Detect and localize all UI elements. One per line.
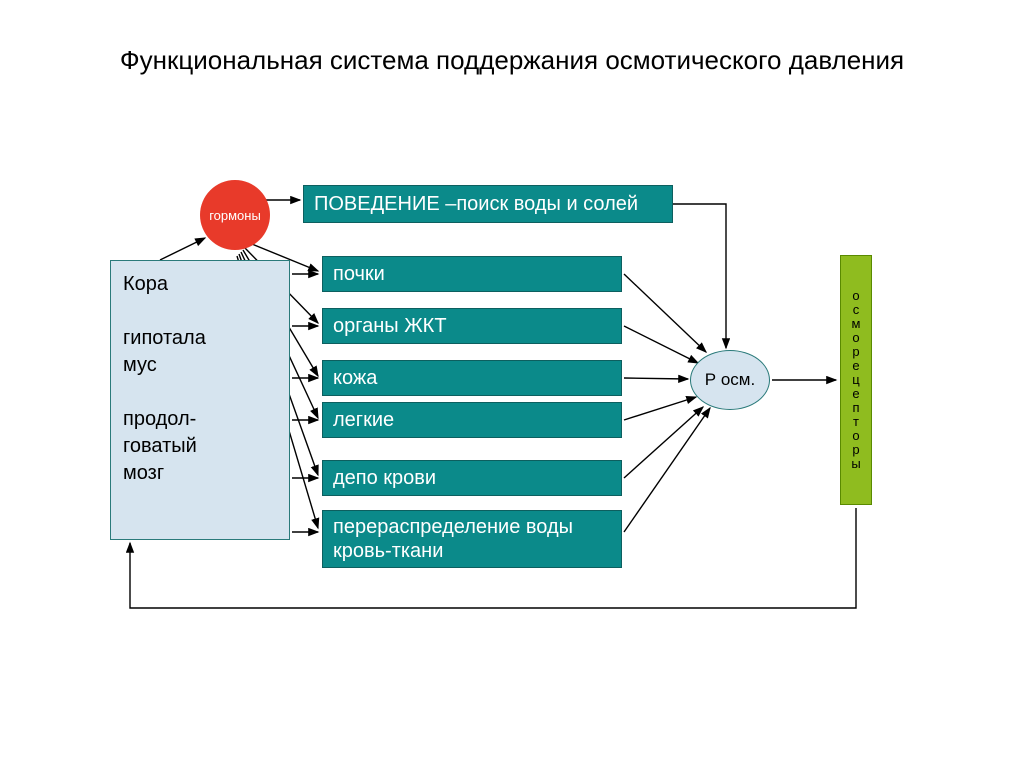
osmoreceptor-letter: с	[853, 303, 860, 317]
behavior-box: ПОВЕДЕНИЕ –поиск воды и солей	[303, 185, 673, 223]
redistribution-box: перераспределение воды кровь-ткани	[322, 510, 622, 568]
lungs-box: легкие	[322, 402, 622, 438]
osmoreceptor-letter: р	[852, 345, 859, 359]
kidneys-box: почки	[322, 256, 622, 292]
osmoreceptor-letter: т	[853, 415, 859, 429]
osmoreceptor-letter: е	[852, 359, 859, 373]
behavior-label: ПОВЕДЕНИЕ –поиск воды и солей	[314, 193, 638, 216]
hormones-circle: гормоны	[200, 180, 270, 250]
osmoreceptor-letter: м	[852, 317, 861, 331]
osmoreceptor-letter: п	[852, 401, 859, 415]
redistribution-label: перераспределение воды кровь-ткани	[333, 515, 611, 563]
osmoreceptor-letter: р	[852, 443, 859, 457]
osmoreceptor-letter: о	[852, 289, 859, 303]
osmoreceptor-letter: е	[852, 387, 859, 401]
depot-box: депо крови	[322, 460, 622, 496]
depot-label: депо крови	[333, 467, 436, 490]
git-label: органы ЖКТ	[333, 315, 447, 338]
osmoreceptor-letter: о	[852, 331, 859, 345]
diagram-title: Функциональная система поддержания осмот…	[0, 45, 1024, 76]
git-box: органы ЖКТ	[322, 308, 622, 344]
osmoreceptors-box: осморецепторы	[840, 255, 872, 505]
skin-box: кожа	[322, 360, 622, 396]
brain-box: Корагипоталамуспродол-говатыймозг	[110, 260, 290, 540]
kidneys-label: почки	[333, 263, 385, 286]
osmoreceptor-letter: ц	[852, 373, 859, 387]
osmoreceptor-letter: о	[852, 429, 859, 443]
diagram-canvas: Функциональная система поддержания осмот…	[0, 0, 1024, 768]
posm-ellipse: Р осм.	[690, 350, 770, 410]
osmoreceptor-letter: ы	[851, 457, 860, 471]
lungs-label: легкие	[333, 409, 394, 432]
hormones-label: гормоны	[209, 208, 261, 223]
skin-label: кожа	[333, 367, 377, 390]
posm-label: Р осм.	[705, 370, 755, 390]
